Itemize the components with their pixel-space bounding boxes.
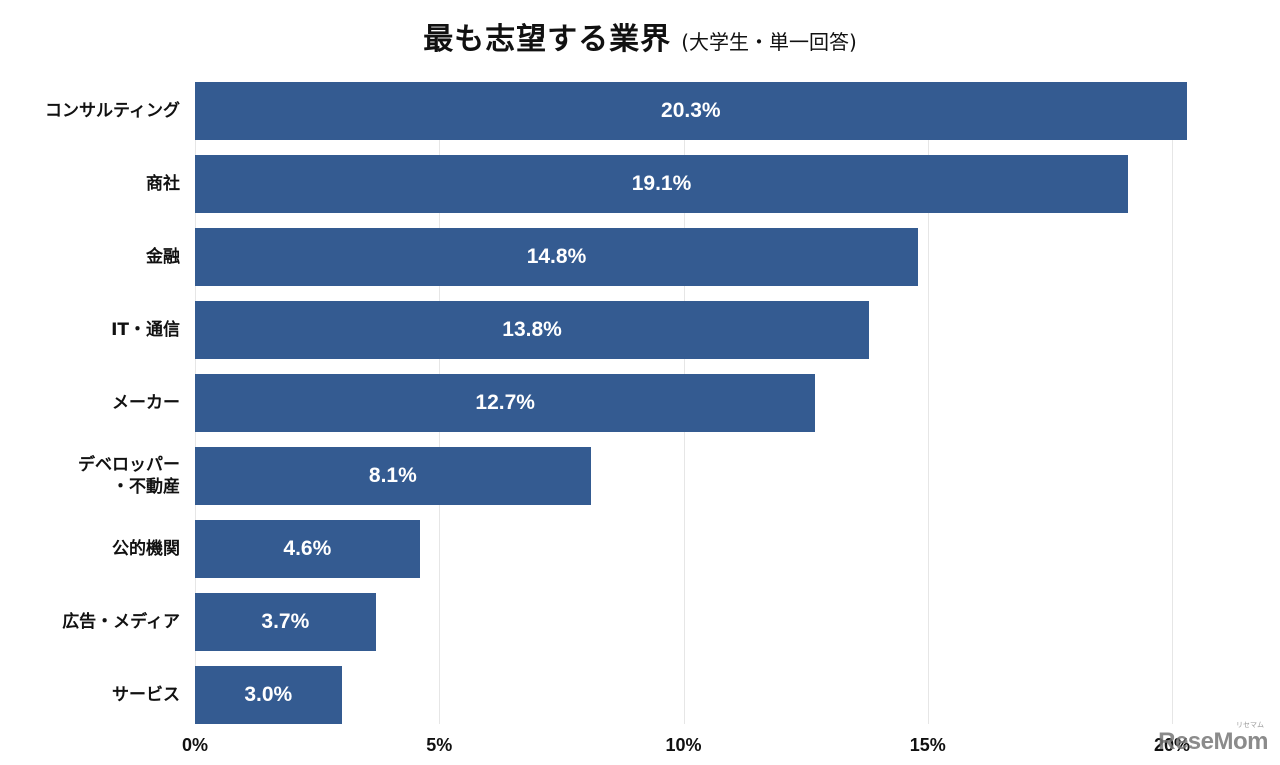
bar: 8.1% xyxy=(195,447,591,505)
bar: 4.6% xyxy=(195,520,420,578)
bar-value-label: 3.7% xyxy=(261,610,310,633)
chart-title: 最も志望する業界 (大学生・単一回答) xyxy=(0,14,1280,58)
category-label-line1: 公的機関 xyxy=(112,539,180,559)
category-label-line1: コンサルティング xyxy=(45,101,180,121)
x-tick-label: 15% xyxy=(909,735,946,755)
bar-value-label: 8.1% xyxy=(368,464,417,487)
plot-area: 20.3% 19.1% 14.8% 13.8% 12.7% 8.1% 4.6% 3.7% 3.0… xyxy=(195,82,1255,724)
category-label: メーカー xyxy=(0,392,180,414)
bar-value-label: 12.7% xyxy=(475,391,535,414)
bar: 3.7% xyxy=(195,593,376,651)
x-tick-label: 5% xyxy=(426,735,453,755)
category-label-line1: 商社 xyxy=(146,174,180,194)
gridline xyxy=(927,82,929,724)
category-label-line1: デベロッパー xyxy=(78,455,180,475)
category-label-line2: ・不動産 xyxy=(112,477,180,497)
category-label: 商社 xyxy=(0,173,180,195)
bar: 12.7% xyxy=(195,374,816,432)
gridline xyxy=(1172,82,1173,724)
bar-value-label: 20.3% xyxy=(661,99,721,122)
category-label-line1: メーカー xyxy=(112,393,180,413)
category-label-line1: 金融 xyxy=(146,247,180,267)
watermark-text: ReseMom xyxy=(1158,728,1268,755)
bar: 14.8% xyxy=(195,228,918,286)
category-label: IT・通信 xyxy=(0,319,180,341)
bar: 20.3% xyxy=(195,82,1187,140)
x-tick-label: 10% xyxy=(665,735,702,755)
bar-value-label: 13.8% xyxy=(502,318,562,341)
bar-value-label: 4.6% xyxy=(283,537,332,560)
category-label: 公的機関 xyxy=(0,538,180,560)
x-tick-label: 0% xyxy=(181,735,209,755)
watermark-logo: リセマム ReseMom xyxy=(1158,722,1268,756)
category-label: 広告・メディア xyxy=(0,611,180,633)
bar-value-label: 3.0% xyxy=(244,683,293,706)
bar: 19.1% xyxy=(195,155,1129,213)
bar: 13.8% xyxy=(195,301,870,359)
category-label-line1: サービス xyxy=(112,685,180,705)
chart-title-sub: (大学生・単一回答) xyxy=(681,30,857,54)
category-label-line1: 広告・メディア xyxy=(62,612,180,632)
category-label: デベロッパー ・不動産 xyxy=(0,454,180,498)
bar: 3.0% xyxy=(195,666,342,724)
x-tick-label: 20% xyxy=(1153,735,1191,755)
bar-value-label: 19.1% xyxy=(631,172,692,195)
chart-title-main: 最も志望する業界 xyxy=(423,22,672,57)
category-label-line1: IT・通信 xyxy=(111,320,180,340)
category-label: 金融 xyxy=(0,246,180,268)
category-label: サービス xyxy=(0,684,180,706)
bar-value-label: 14.8% xyxy=(526,245,587,268)
category-label: コンサルティング xyxy=(0,100,180,122)
watermark-kana: リセマム xyxy=(1236,722,1264,729)
